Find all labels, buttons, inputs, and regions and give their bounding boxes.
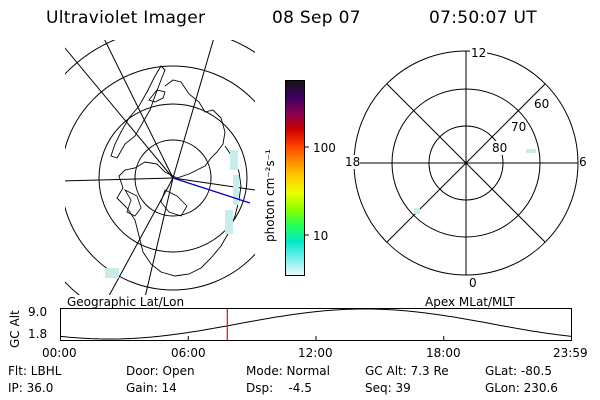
info-filter: Flt: LBHL [8,364,62,378]
aurora-speck [526,149,536,153]
info-sequence: Seq: 39 [365,381,411,395]
mlat-label-60: 60 [534,97,550,111]
colorbar-unit-label: photon cm⁻²s⁻¹ [263,149,277,242]
aurora-speck [230,150,238,170]
mlt-label-0: 0 [468,276,478,290]
xtick-2359: 23:59 [553,346,588,360]
xtick-1800: 18:00 [426,346,461,360]
xtick-0000: 00:00 [42,346,77,360]
coastline-detail [123,189,142,217]
mlt-label-18: 18 [345,155,361,169]
xtick-1200: 12:00 [298,346,333,360]
geographic-map [65,40,255,295]
meridian [172,177,255,191]
instrument-title: Ultraviolet Imager [46,8,206,28]
mlat-label-70: 70 [511,120,527,134]
altitude-ytick-high: 9.0 [28,305,48,319]
meridian [145,177,174,295]
meridian [108,177,174,295]
altitude-curve [60,308,572,340]
meridian [104,40,174,179]
info-glat: GLat: -80.5 [485,364,552,378]
time-label: 07:50:07 UT [429,8,537,28]
aurora-speck [225,210,233,234]
lat-circle-outer [65,65,255,291]
aurora-speck [105,268,119,278]
mlt-label-12: 12 [470,46,488,60]
mlat-label-80: 80 [492,141,508,155]
geographic-caption: Geographic Lat/Lon [67,295,185,309]
info-mode: Mode: Normal [246,364,330,378]
colorbar-tick-10: 10 [313,229,329,243]
meridian [172,40,214,179]
altitude-ylabel: GC Alt [8,310,22,348]
colorbar-axis [305,146,309,236]
info-gc-altitude: GC Alt: 7.3 Re [365,364,449,378]
xtick-0600: 06:00 [171,346,206,360]
lat-circle-mid [98,103,248,253]
aurora-speck [414,208,420,214]
colorbar-tick-100: 100 [313,141,336,155]
altitude-strip [60,308,572,341]
altitude-ytick-low: 1.8 [28,327,48,341]
info-gain: Gain: 14 [126,381,177,395]
info-door: Door: Open [126,364,195,378]
meridian [65,47,174,179]
ice-shelf-outline [160,189,188,217]
info-dsp: Dsp: -4.5 [246,381,312,395]
date-label: 08 Sep 07 [272,8,361,28]
lat-circle-inner [134,139,212,217]
antarctica-coastline [110,65,242,277]
info-ip: IP: 36.0 [8,381,54,395]
mlt-label-6: 6 [579,155,587,169]
mlt-axis-diag2 [386,83,546,243]
apex-caption: Apex MLat/MLT [425,295,515,309]
aurora-speck [233,175,239,205]
sun-direction-line [172,177,251,204]
meridian [65,177,174,182]
colorbar [285,80,305,276]
info-glon: GLon: 230.6 [485,381,558,395]
mlt-polar-plot [353,50,579,276]
